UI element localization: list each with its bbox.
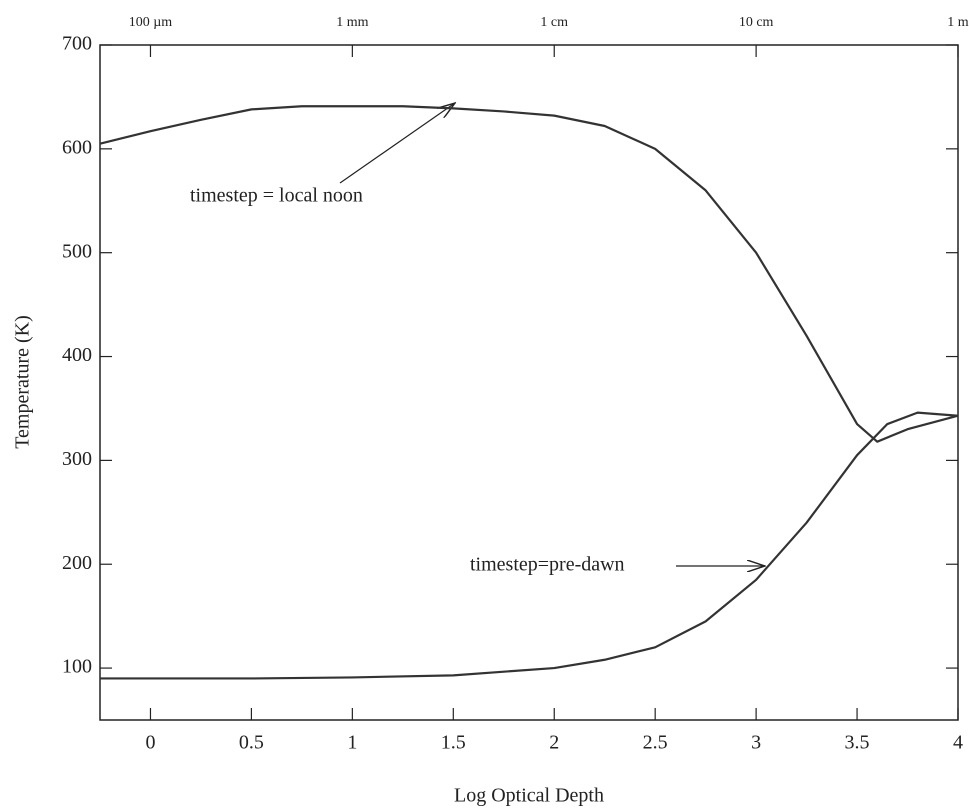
x-tick-label: 3.5	[845, 732, 870, 754]
x-tick-label: 0.5	[239, 732, 264, 754]
annotation: timestep=pre-dawn	[470, 554, 625, 576]
annotation: timestep = local noon	[190, 185, 363, 207]
x-tick-label: 3	[751, 732, 761, 754]
x-tick-label: 1	[347, 732, 357, 754]
y-tick-label: 200	[62, 552, 92, 574]
line	[99, 105, 959, 443]
y-tick-label: 400	[62, 344, 92, 366]
y-tick-label: 300	[62, 448, 92, 470]
y-tick-label: 700	[62, 33, 92, 55]
x2-tick-label: 1 cm	[540, 15, 568, 30]
x-tick-label: 2	[549, 732, 559, 754]
y-tick-label: 600	[62, 136, 92, 158]
x2-tick-label: 10 cm	[739, 15, 774, 30]
x2-tick-label: 100 µm	[129, 15, 173, 30]
x-tick-label: 1.5	[441, 732, 466, 754]
y-tick-label: 100	[62, 656, 92, 678]
x-tick-label: 0	[145, 732, 155, 754]
plot-frame	[99, 44, 959, 721]
x-tick-label: 4	[953, 732, 963, 754]
x2-tick-label: 1 m	[947, 15, 969, 30]
x-tick-label: 2.5	[643, 732, 668, 754]
line	[100, 411, 959, 680]
y-axis-title: Temperature (K)	[12, 315, 34, 449]
x-axis-title: Log Optical Depth	[454, 785, 604, 807]
x2-tick-label: 1 mm	[336, 15, 368, 30]
y-tick-label: 500	[62, 240, 92, 262]
annotation-arrow	[339, 103, 455, 184]
